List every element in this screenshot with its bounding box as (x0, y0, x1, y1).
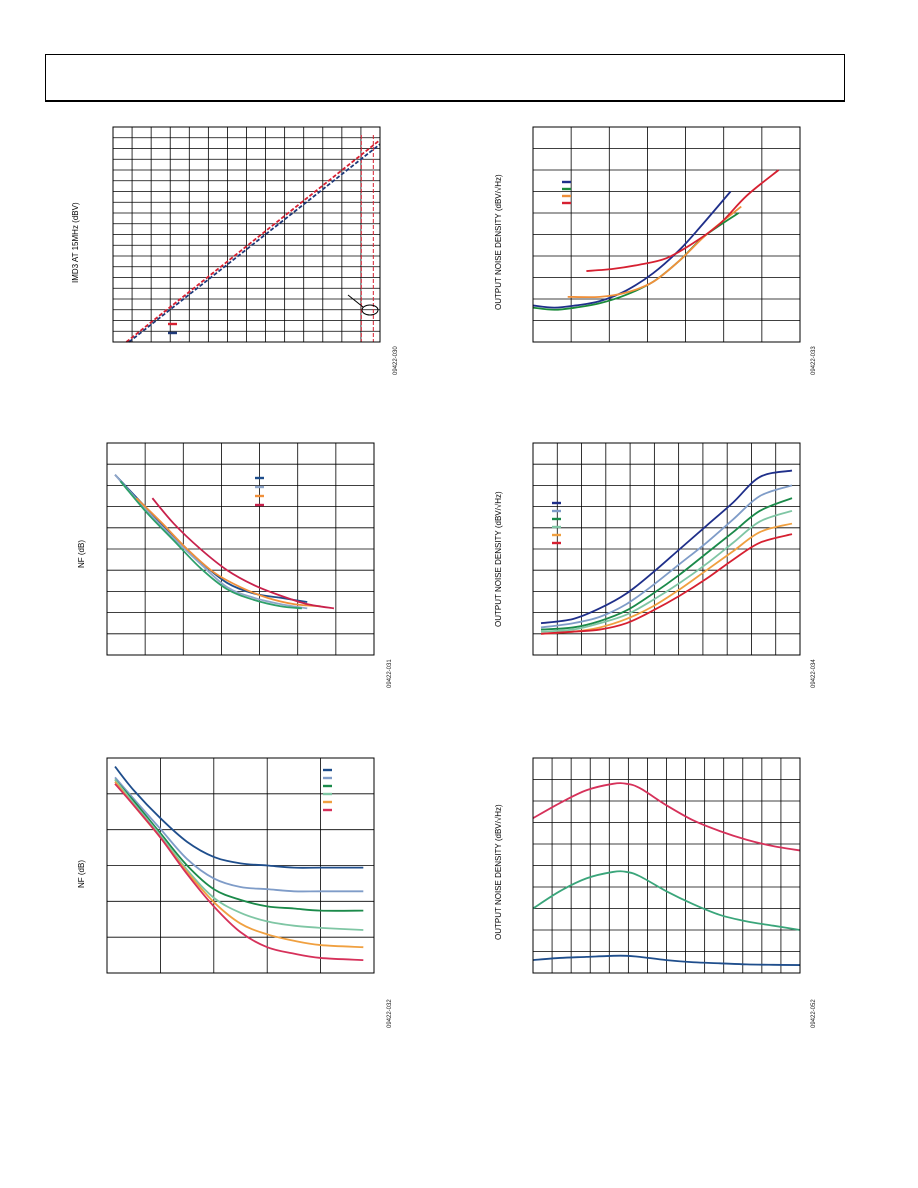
chart-svg-3 (106, 442, 375, 656)
chart-svg-4 (532, 442, 801, 656)
series-line-2 (114, 776, 364, 893)
series-line-4 (540, 509, 793, 633)
plot-frame (112, 126, 381, 343)
series-line-5 (151, 497, 335, 610)
series-line-3 (540, 497, 793, 631)
series-line-1 (532, 190, 732, 309)
series-line-6 (540, 533, 793, 635)
chart-grid (113, 127, 380, 342)
y-axis-label: OUTPUT NOISE DENSITY (dBV/√Hz) (494, 491, 503, 627)
y-axis-label: OUTPUT NOISE DENSITY (dBV/√Hz) (494, 804, 503, 940)
series-line-3 (532, 954, 801, 966)
series-line-1 (125, 139, 381, 343)
figure-id: 09422-033 (811, 346, 817, 375)
chart-panel-2 (532, 126, 801, 343)
series-line-6 (114, 783, 364, 961)
series-line-2 (532, 870, 801, 931)
series-line-1 (532, 782, 801, 852)
page-header-box (45, 54, 845, 102)
series-line-5 (114, 781, 364, 949)
plot-frame (106, 757, 375, 974)
y-axis-label: OUTPUT NOISE DENSITY (dBV/√Hz) (494, 174, 503, 310)
figure-id: 09422-052 (811, 999, 817, 1028)
chart-svg-6 (532, 757, 801, 974)
series-line-4 (114, 778, 364, 931)
series-line-1 (540, 469, 793, 625)
figure-id: 09422-034 (811, 659, 817, 688)
chart-panel-6 (532, 757, 801, 974)
series-line-4 (586, 169, 780, 272)
series-line-1 (114, 766, 364, 869)
figure-id: 09422-030 (393, 346, 399, 375)
y-axis-label: IMD3 AT 15MHz (dBV) (71, 202, 80, 283)
chart-grid (533, 758, 800, 973)
plot-frame (532, 126, 801, 343)
series-line-2 (532, 212, 740, 311)
figure-id: 09422-031 (387, 659, 393, 688)
chart-grid (533, 127, 800, 342)
plot-frame (532, 442, 801, 656)
series-line-3 (114, 778, 364, 912)
series-line-5 (540, 522, 793, 635)
series-line-2 (128, 143, 381, 343)
chart-panel-1 (112, 126, 381, 343)
plot-frame (532, 757, 801, 974)
series-line-1 (114, 474, 308, 603)
chart-grid (107, 758, 374, 973)
figure-id: 09422-032 (387, 999, 393, 1028)
y-axis-label: NF (dB) (77, 860, 86, 888)
chart-panel-4 (532, 442, 801, 656)
series-line-3 (119, 480, 302, 610)
annotation-leader (347, 294, 364, 308)
series-line-2 (114, 474, 308, 610)
plot-frame (106, 442, 375, 656)
chart-svg-1 (112, 126, 381, 343)
y-axis-label: NF (dB) (77, 540, 86, 568)
chart-panel-5 (106, 757, 375, 974)
chart-grid (107, 443, 374, 655)
chart-svg-2 (532, 126, 801, 343)
series-line-3 (567, 205, 742, 299)
series-line-2 (540, 484, 793, 629)
chart-panel-3 (106, 442, 375, 656)
chart-svg-5 (106, 757, 375, 974)
series-line-4 (135, 497, 321, 608)
annotation-circle (361, 304, 379, 316)
